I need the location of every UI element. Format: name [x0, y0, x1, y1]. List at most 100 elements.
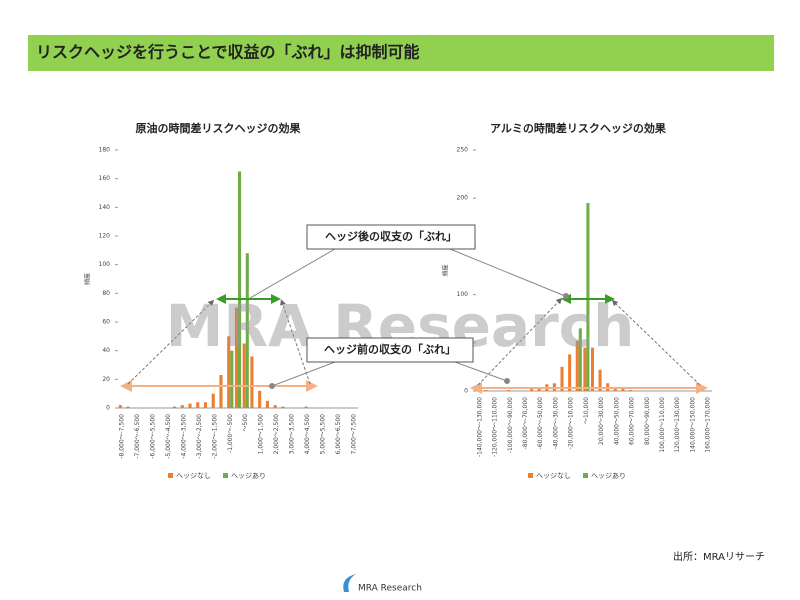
y-tick-label: 40 [102, 347, 110, 354]
x-tick-label: -60,000～-50,000 [537, 397, 544, 450]
x-tick-label: -120,000～-110,000 [492, 397, 499, 457]
x-tick-label: 60,000～70,000 [629, 397, 636, 445]
y-tick-label: 200 [457, 195, 469, 202]
bar [568, 354, 572, 391]
bar [507, 390, 511, 391]
bar [234, 307, 238, 408]
x-tick-label: 20,000～30,000 [598, 397, 605, 445]
bar [219, 375, 223, 408]
bar [238, 171, 242, 408]
bar [242, 343, 246, 408]
x-tick-label: 6,000～6,500 [335, 414, 342, 455]
callout-dot [563, 293, 569, 299]
bar [203, 402, 208, 408]
source: 出所：MRAリサーチ [673, 550, 765, 563]
y-tick-label: 20 [102, 376, 110, 383]
callout-line [449, 248, 566, 297]
x-tick-label: -140,000～-130,000 [476, 397, 483, 457]
bar [196, 402, 200, 408]
x-tick-label: 80,000～90,000 [644, 397, 651, 445]
bar [575, 340, 579, 391]
x-tick-label: 100,000～110,000 [659, 397, 666, 453]
x-tick-label: -2,000～-1,500 [211, 414, 218, 459]
callout-dot [504, 378, 510, 384]
x-tick-label: 40,000～50,000 [613, 397, 620, 445]
header-bar [28, 35, 774, 71]
x-tick-label: -8,000～-7,500 [118, 414, 125, 459]
dashed-arrow [127, 299, 215, 385]
callout-line [271, 361, 336, 387]
x-tick-label: -4,000～-3,500 [180, 414, 187, 459]
bar [245, 253, 249, 408]
bar [273, 405, 277, 408]
y-tick-label: 120 [99, 233, 111, 240]
bar [590, 347, 594, 391]
y-tick-label: 160 [99, 175, 111, 182]
bar [211, 393, 215, 408]
x-tick-label: 120,000～130,000 [674, 397, 681, 453]
callout-text: ヘッジ前の収支の「ぶれ」 [324, 342, 456, 356]
y-tick-label: 0 [106, 405, 110, 412]
bar [484, 390, 488, 391]
x-tick-label: -6,000～-5,500 [149, 414, 156, 459]
callout-line [249, 248, 336, 299]
bar [578, 328, 582, 391]
x-tick-label: -7,000～-6,500 [134, 414, 141, 459]
callout-box [306, 224, 476, 250]
legend-swatch [528, 473, 533, 478]
bar [629, 390, 633, 391]
x-tick-label: 140,000～150,000 [689, 397, 696, 453]
legend-swatch [223, 473, 228, 478]
chart-title: アルミの時間差リスクヘッジの効果 [490, 121, 666, 135]
legend-label: ヘッジあり [231, 472, 266, 480]
x-tick-label: -5,000～-4,500 [165, 414, 172, 459]
y-tick-label: 100 [457, 291, 469, 298]
arrows [120, 248, 708, 394]
dashed-arrow [280, 299, 311, 385]
logo-mark [343, 574, 356, 592]
y-tick-label: 80 [102, 290, 110, 297]
bar [304, 406, 308, 408]
x-tick-label: -3,000～-2,500 [196, 414, 203, 459]
logo-text: MRA Research [358, 584, 422, 594]
legend-label: ヘッジあり [591, 472, 626, 480]
bar [476, 390, 480, 391]
y-tick-label: 100 [99, 261, 111, 268]
bar [281, 406, 285, 408]
callout-line [454, 361, 508, 382]
callout-text: ヘッジ後の収支の「ぶれ」 [325, 229, 457, 243]
legend-label: ヘッジなし [536, 472, 571, 480]
bar [250, 356, 254, 408]
x-tick-label: 7,000～7,500 [351, 414, 358, 455]
x-tick-label: -80,000～-70,000 [522, 397, 529, 450]
x-tick-label: -100,000～-90,000 [507, 397, 514, 453]
y-tick-label: 250 [457, 147, 469, 154]
bar [172, 406, 177, 408]
callout-dot [269, 383, 275, 389]
chart-title: 原油の時間差リスクヘッジの効果 [136, 121, 301, 135]
bar [598, 369, 602, 391]
legend-label: ヘッジなし [176, 472, 211, 480]
y-axis-label: 頻度 [84, 273, 92, 285]
x-tick-label: -1,000～-500 [227, 414, 234, 453]
bar [258, 390, 262, 408]
header-title: リスクヘッジを行うことで収益の「ぶれ」は抑制可能 [36, 43, 420, 62]
y-tick-label: 180 [99, 147, 111, 154]
bar [530, 389, 534, 391]
bar [230, 350, 234, 408]
x-tick-label: 160,000～170,000 [705, 397, 712, 453]
x-tick-label: 4,000～4,500 [304, 414, 311, 455]
x-tick-label: -20,000～-10,000 [568, 397, 575, 450]
bar [560, 366, 564, 391]
legend-swatch [583, 473, 588, 478]
y-tick-label: 60 [102, 319, 110, 326]
y-tick-label: 140 [99, 204, 111, 211]
callout-box [306, 337, 474, 363]
x-tick-label: -40,000～-30,000 [552, 397, 559, 450]
x-tick-label: ～500 [242, 414, 249, 432]
bar [227, 336, 231, 408]
x-tick-label: 5,000～5,500 [320, 414, 327, 455]
y-tick-label: 0 [464, 388, 468, 395]
bar [265, 400, 269, 408]
